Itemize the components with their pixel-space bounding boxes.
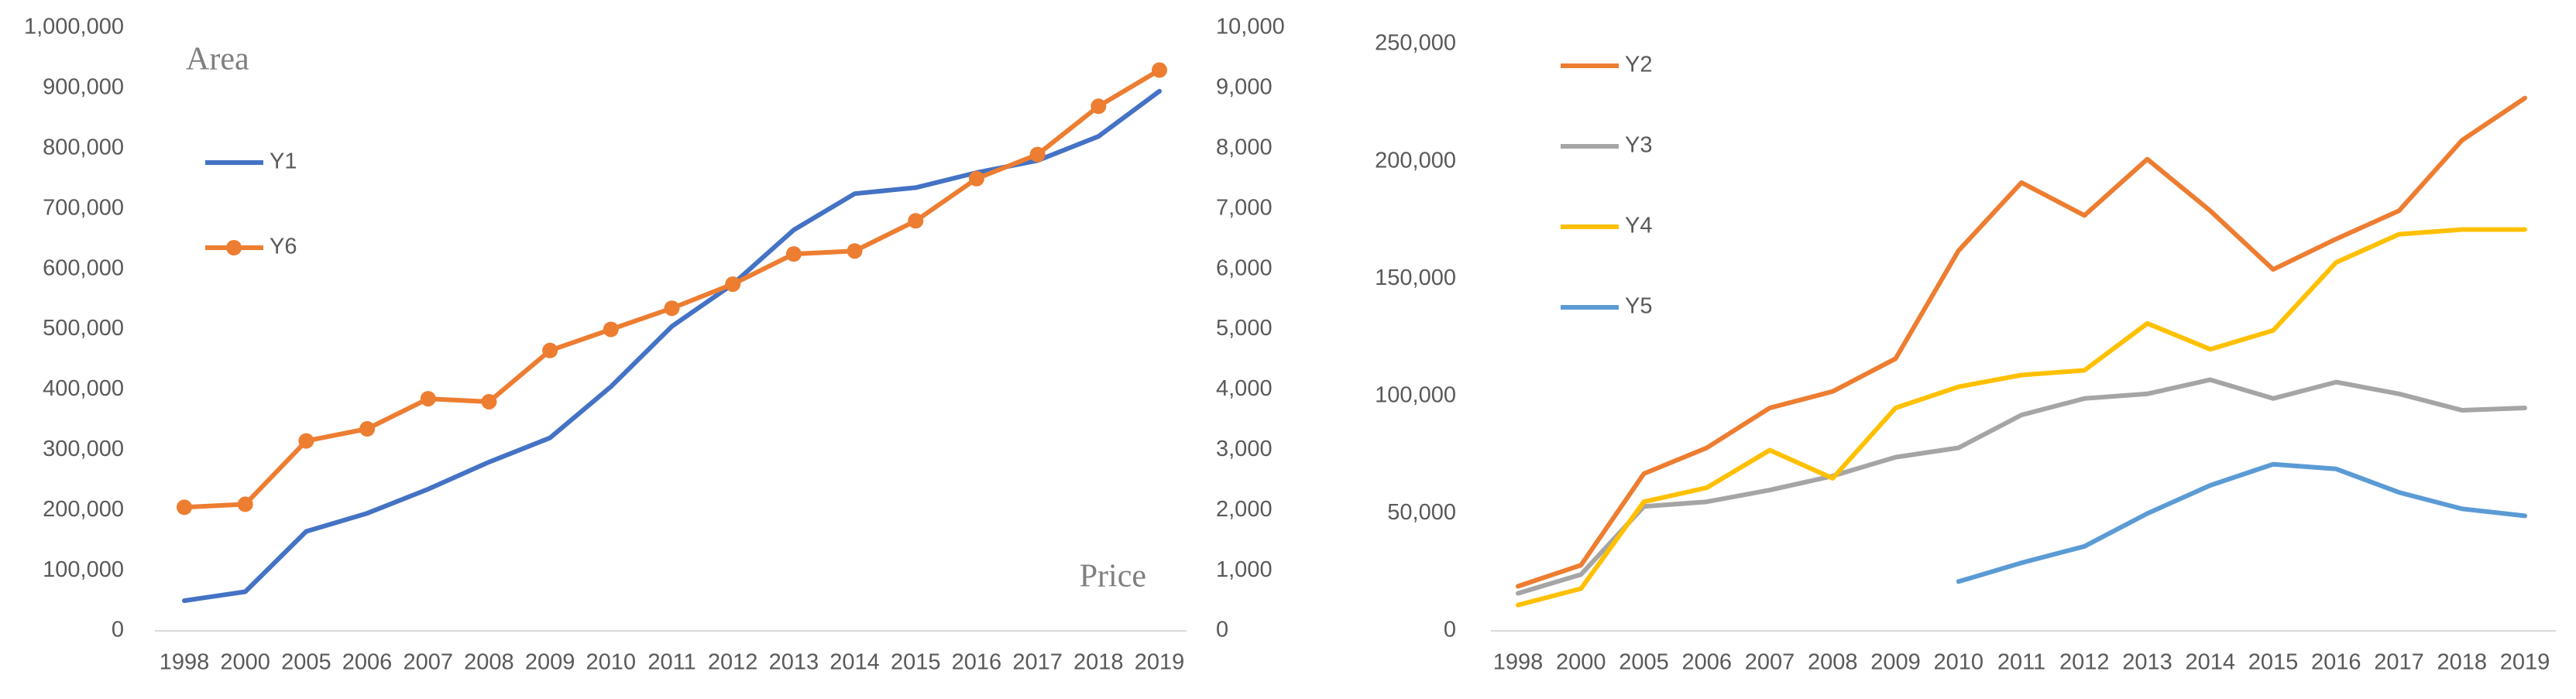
- x-tick-label: 1998: [160, 650, 210, 675]
- y-tick-label: 150,000: [1375, 266, 1456, 290]
- y-tick-label: 0: [112, 618, 124, 642]
- x-tick-label: 2006: [342, 650, 393, 675]
- series-marker: [542, 342, 558, 358]
- series-marker: [420, 391, 436, 407]
- x-tick-label: 2007: [403, 650, 453, 675]
- series-marker: [664, 300, 680, 317]
- y-tick-label: 500,000: [43, 316, 124, 341]
- x-tick-label: 2013: [769, 650, 819, 675]
- x-tick-label: 2008: [1808, 650, 1858, 675]
- x-tick-label: 2011: [647, 650, 696, 675]
- series-marker: [725, 276, 741, 293]
- y-tick-label: 400,000: [43, 376, 124, 401]
- y-tick-label: 0: [1444, 618, 1456, 642]
- y-tick-label: 900,000: [43, 75, 124, 100]
- x-tick-label: 2000: [220, 650, 270, 675]
- x-tick-label: 2019: [2500, 650, 2550, 675]
- x-tick-label: 2014: [829, 650, 880, 675]
- x-tick-label: 2009: [525, 650, 575, 675]
- y2-tick-label: 0: [1216, 618, 1228, 642]
- y-tick-label: 200,000: [1375, 148, 1456, 173]
- x-tick-label: 2006: [1681, 650, 1732, 675]
- x-tick-label: 2000: [1556, 650, 1606, 675]
- x-tick-label: 2007: [1745, 650, 1795, 675]
- x-tick-label: 2018: [2437, 650, 2487, 675]
- x-tick-label: 2013: [2122, 650, 2172, 675]
- series-line: [1516, 95, 2527, 589]
- x-tick-label: 2015: [891, 650, 941, 675]
- series-line: [1516, 227, 2527, 608]
- series-marker: [359, 421, 376, 437]
- series-marker: [481, 393, 497, 409]
- x-tick-label: 2016: [952, 650, 1002, 675]
- series-marker: [1152, 62, 1167, 78]
- y-tick-label: 50,000: [1387, 500, 1456, 525]
- y2-tick-label: 6,000: [1216, 255, 1273, 280]
- series-marker: [1091, 98, 1107, 115]
- y-tick-label: 700,000: [43, 195, 124, 220]
- series-line: [1516, 377, 2527, 596]
- y-tick-label: 600,000: [43, 255, 124, 280]
- x-tick-label: 2011: [1997, 650, 2045, 675]
- x-tick-label: 2009: [1870, 650, 1921, 675]
- x-tick-label: 2008: [464, 650, 514, 675]
- x-tick-label: 2005: [1619, 650, 1669, 675]
- series-marker: [603, 321, 619, 338]
- annotation: Price: [1080, 559, 1146, 594]
- y2-tick-label: 9,000: [1216, 75, 1273, 100]
- legend-label: Y2: [1625, 53, 1652, 77]
- legend-label: Y1: [270, 149, 297, 174]
- y2-tick-label: 8,000: [1216, 135, 1273, 159]
- series-line: [182, 88, 1162, 603]
- legend-label: Y4: [1625, 214, 1652, 238]
- chart: 0 50,000 100,000 150,000 200,000 250,000 1998 2…: [1375, 31, 2556, 675]
- chart: 0 100,000 200,000 300,000 400,000 500,000 600,…: [24, 15, 1285, 675]
- x-tick-label: 2012: [708, 650, 758, 675]
- series-marker: [908, 213, 924, 229]
- legend-marker: [226, 240, 242, 255]
- x-tick-label: 2019: [1135, 650, 1185, 675]
- y-tick-label: 1,000,000: [24, 15, 124, 39]
- x-tick-label: 2017: [2374, 650, 2424, 675]
- y2-tick-label: 5,000: [1216, 316, 1273, 341]
- y2-tick-label: 3,000: [1216, 437, 1273, 461]
- x-tick-label: 2012: [2059, 650, 2110, 675]
- x-tick-label: 2005: [281, 650, 331, 675]
- y-tick-label: 800,000: [43, 135, 124, 159]
- x-tick-label: 2016: [2311, 650, 2361, 675]
- series-marker: [237, 496, 253, 512]
- y-tick-label: 200,000: [43, 497, 124, 522]
- annotation: Area: [186, 42, 249, 77]
- y-tick-label: 300,000: [43, 437, 124, 461]
- x-tick-label: 2015: [2248, 650, 2299, 675]
- y2-tick-label: 4,000: [1216, 376, 1273, 401]
- x-tick-label: 2010: [1933, 650, 1984, 675]
- series-marker: [1029, 146, 1046, 163]
- series-marker: [785, 246, 802, 262]
- series-marker: [177, 499, 192, 516]
- x-tick-label: 2010: [586, 650, 637, 675]
- y2-tick-label: 10,000: [1216, 15, 1285, 39]
- series-line: [1956, 461, 2527, 584]
- legend-label: Y3: [1625, 133, 1652, 158]
- legend-label: Y6: [270, 235, 297, 259]
- y2-tick-label: 7,000: [1216, 195, 1273, 220]
- series-line: [182, 67, 1162, 510]
- x-tick-label: 2017: [1012, 650, 1063, 675]
- series-marker: [298, 433, 314, 449]
- y-tick-label: 100,000: [1375, 382, 1456, 407]
- y-tick-label: 250,000: [1375, 31, 1456, 56]
- y-tick-label: 100,000: [43, 557, 124, 582]
- series-marker: [968, 170, 984, 187]
- x-tick-label: 1998: [1493, 650, 1544, 675]
- series-marker: [847, 243, 863, 259]
- x-tick-label: 2018: [1073, 650, 1124, 675]
- y2-tick-label: 2,000: [1216, 497, 1273, 522]
- y2-tick-label: 1,000: [1216, 557, 1273, 582]
- legend-label: Y5: [1625, 294, 1652, 319]
- x-tick-label: 2014: [2185, 650, 2235, 675]
